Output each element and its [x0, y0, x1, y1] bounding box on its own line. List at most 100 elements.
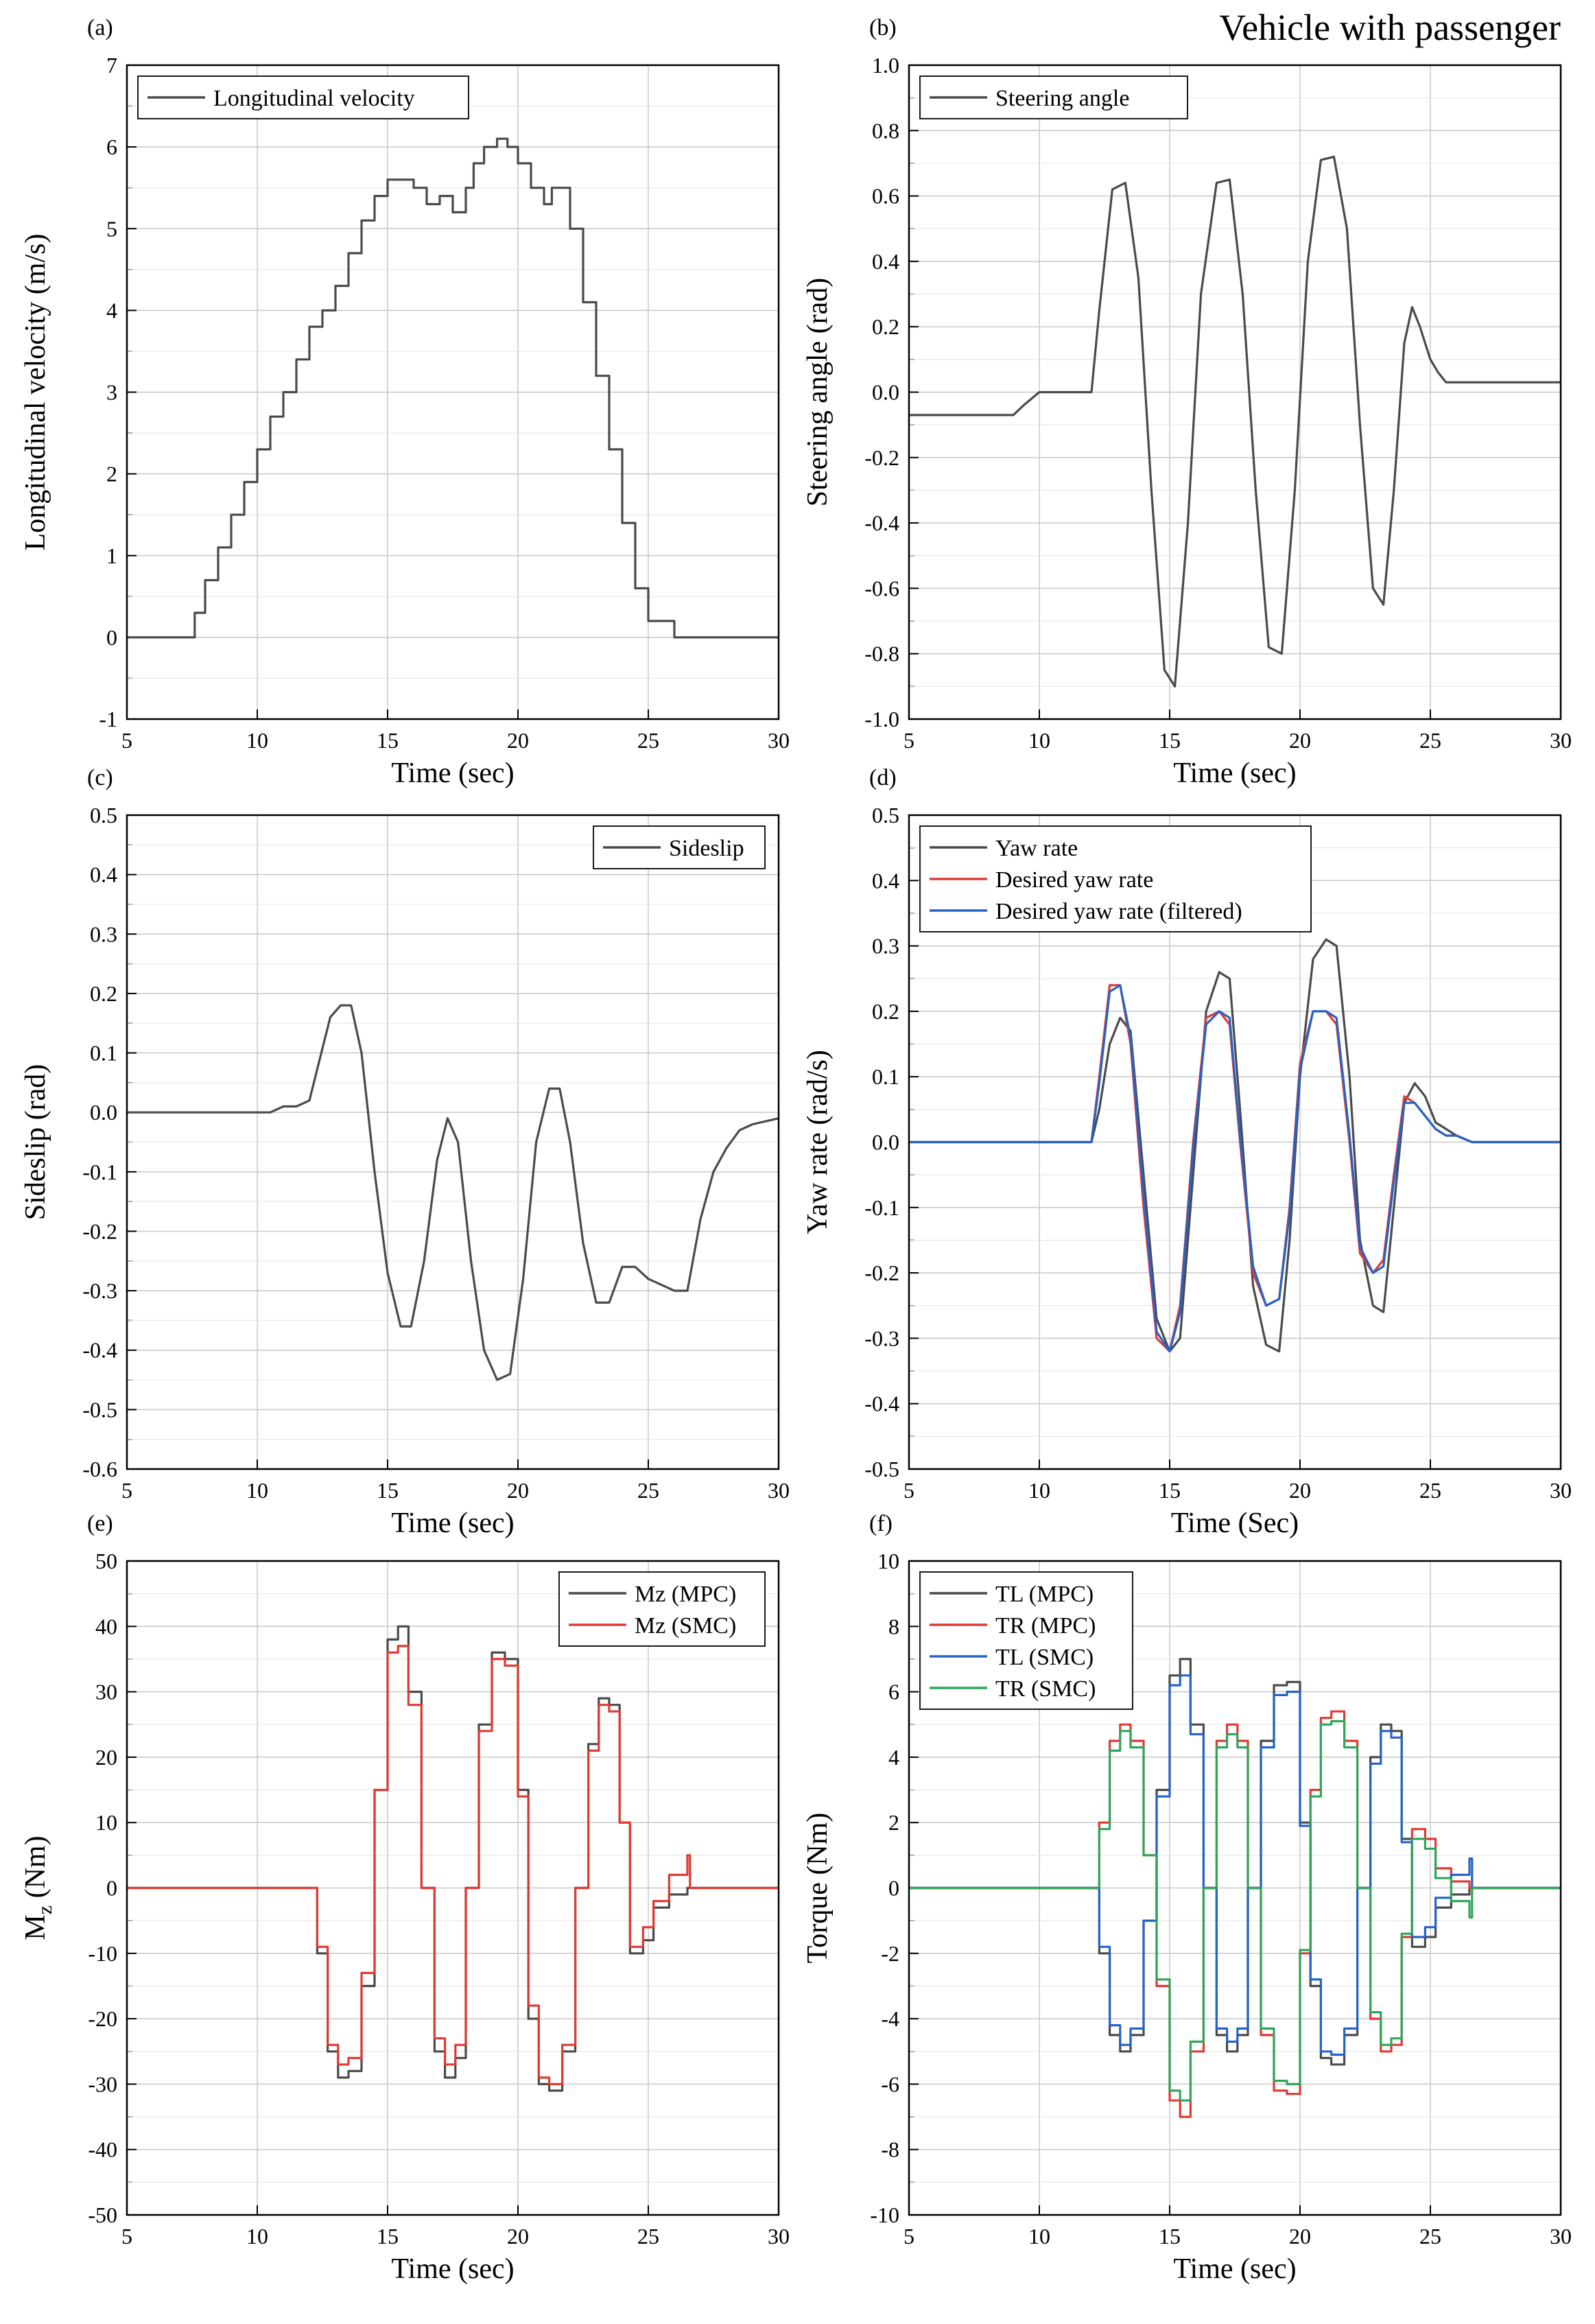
y-tick-label: 2 — [888, 1810, 899, 1835]
y-tick-label: 0.0 — [90, 1100, 117, 1125]
legend-entry-label: Desired yaw rate (filtered) — [995, 899, 1242, 924]
legend: TL (MPC) TR (MPC) TL (SMC) TR (SMC) — [919, 1571, 1133, 1710]
x-tick-label: 15 — [377, 1478, 399, 1503]
x-tick-label: 20 — [507, 728, 529, 753]
legend-entry-label: TL (MPC) — [995, 1582, 1094, 1607]
y-tick-label: -0.3 — [864, 1326, 899, 1350]
x-axis-title: Time (sec) — [391, 758, 514, 789]
series-line-0 — [909, 155, 1561, 688]
x-tick-label: 15 — [1159, 2224, 1181, 2249]
series-line-0 — [909, 1658, 1561, 2066]
y-tick-label: -10 — [870, 2203, 899, 2227]
x-tick-label: 20 — [1289, 2224, 1311, 2249]
y-tick-label: -0.4 — [864, 510, 899, 535]
x-tick-label: 5 — [121, 1478, 132, 1503]
x-tick-label: 5 — [903, 1478, 914, 1503]
series-line-3 — [909, 1719, 1561, 2102]
y-tick-label: 0.4 — [872, 868, 899, 893]
x-tick-label: 10 — [1028, 728, 1050, 753]
y-tick-label: 0 — [888, 1876, 899, 1901]
y-tick-label: -0.6 — [864, 576, 899, 600]
y-axis-title: Mz (Nm) — [20, 1835, 56, 1940]
x-tick-label: 5 — [903, 728, 914, 753]
legend-entry-label: TR (SMC) — [995, 1676, 1096, 1702]
plot-frame — [126, 64, 780, 720]
y-tick-label: -0.3 — [82, 1278, 117, 1303]
y-tick-label: 0.4 — [872, 249, 899, 274]
x-tick-label: 15 — [1159, 1478, 1181, 1503]
x-tick-label: 25 — [1419, 1478, 1441, 1503]
legend-box — [919, 1571, 1133, 1710]
legend-entry-label: TL (SMC) — [995, 1645, 1094, 1670]
y-tick-label: -0.1 — [82, 1160, 117, 1184]
y-tick-label: -1.0 — [864, 707, 899, 731]
series-line-2 — [909, 1674, 1561, 2056]
y-axis-title: Torque (Nm) — [802, 1813, 834, 1964]
x-tick-label: 25 — [637, 2224, 659, 2249]
x-axis-title: Time (sec) — [1173, 758, 1296, 789]
series-line-1 — [127, 1645, 779, 2085]
x-tick-label: 5 — [903, 2224, 914, 2249]
y-tick-label: -0.5 — [82, 1397, 117, 1422]
y-tick-label: 4 — [888, 1745, 899, 1770]
y-tick-label: 1.0 — [872, 53, 899, 78]
y-tick-label: 0.1 — [872, 1064, 899, 1089]
x-tick-label: 5 — [121, 2224, 132, 2249]
x-tick-label: 30 — [1550, 728, 1572, 753]
y-tick-label: -0.4 — [864, 1392, 899, 1416]
x-tick-label: 30 — [768, 728, 790, 753]
series-line-0 — [909, 938, 1561, 1353]
y-tick-label: 8 — [888, 1614, 899, 1639]
y-tick-label: 6 — [106, 134, 117, 159]
y-tick-label: -30 — [88, 2071, 117, 2096]
y-tick-label: 0 — [106, 1876, 117, 1901]
y-axis-title: Longitudinal velocity (m/s) — [20, 234, 51, 551]
chart-panel-1: 5 10 15 20 25 30 -1.0 -0.8 -0.6 -0.4 -0.2 0.0 0.2 0.4… — [802, 15, 1572, 789]
y-tick-label: 40 — [95, 1614, 117, 1639]
y-tick-label: 2 — [106, 462, 117, 486]
x-tick-label: 20 — [1289, 1478, 1311, 1503]
y-tick-label: 6 — [888, 1680, 899, 1704]
x-axis-title: Time (sec) — [391, 2253, 514, 2285]
x-tick-label: 25 — [637, 728, 659, 753]
y-tick-label: -6 — [881, 2071, 899, 2096]
y-tick-label: -0.2 — [82, 1219, 117, 1243]
y-tick-label: -1 — [99, 707, 117, 731]
y-tick-label: 0.6 — [872, 184, 899, 209]
legend: Steering angle — [919, 75, 1188, 119]
x-tick-label: 15 — [377, 2224, 399, 2249]
chart-panel-4: 5 10 15 20 25 30 -50 -40 -30 -20 -10 0 10 20 30 40 50 Mz … — [20, 1511, 790, 2285]
panel-label: (e) — [87, 1511, 113, 1536]
y-tick-label: 4 — [106, 298, 117, 322]
x-tick-label: 10 — [246, 2224, 268, 2249]
y-tick-label: 0 — [106, 625, 117, 650]
y-tick-label: -0.5 — [864, 1457, 899, 1481]
legend-entry-label: Sideslip — [669, 836, 744, 861]
x-axis-title: Time (sec) — [391, 1507, 514, 1539]
y-axis-title: Steering angle (rad) — [802, 278, 834, 507]
chart-panel-2: 5 10 15 20 25 30 -0.6 -0.5 -0.4 -0.3 -0.2 -0.1 0.0 0.… — [20, 765, 790, 1539]
y-axis-title: Sideslip (rad) — [20, 1064, 51, 1220]
x-tick-label: 30 — [768, 1478, 790, 1503]
legend-entry-label: Mz (SMC) — [635, 1613, 736, 1639]
x-tick-label: 20 — [507, 1478, 529, 1503]
y-tick-label: 0.8 — [872, 118, 899, 143]
x-tick-label: 25 — [1419, 2224, 1441, 2249]
y-tick-label: 0.2 — [872, 999, 899, 1024]
y-tick-label: 30 — [95, 1680, 117, 1704]
y-tick-label: -2 — [881, 1941, 899, 1966]
legend: Sideslip — [593, 825, 766, 869]
legend-entry-label: TR (MPC) — [995, 1613, 1096, 1639]
y-tick-label: 0.0 — [872, 1130, 899, 1155]
y-tick-label: 10 — [95, 1810, 117, 1835]
figure-title: Vehicle with passenger — [1219, 7, 1561, 48]
panel-label: (b) — [869, 15, 897, 40]
y-tick-label: -0.4 — [82, 1338, 117, 1363]
x-tick-label: 20 — [1289, 728, 1311, 753]
y-tick-label: -50 — [88, 2203, 117, 2227]
y-tick-label: -0.8 — [864, 642, 899, 666]
legend-box — [558, 1571, 766, 1647]
y-tick-label: 50 — [95, 1549, 117, 1573]
legend-entry-label: Steering angle — [995, 86, 1129, 111]
y-tick-label: -0.6 — [82, 1457, 117, 1481]
